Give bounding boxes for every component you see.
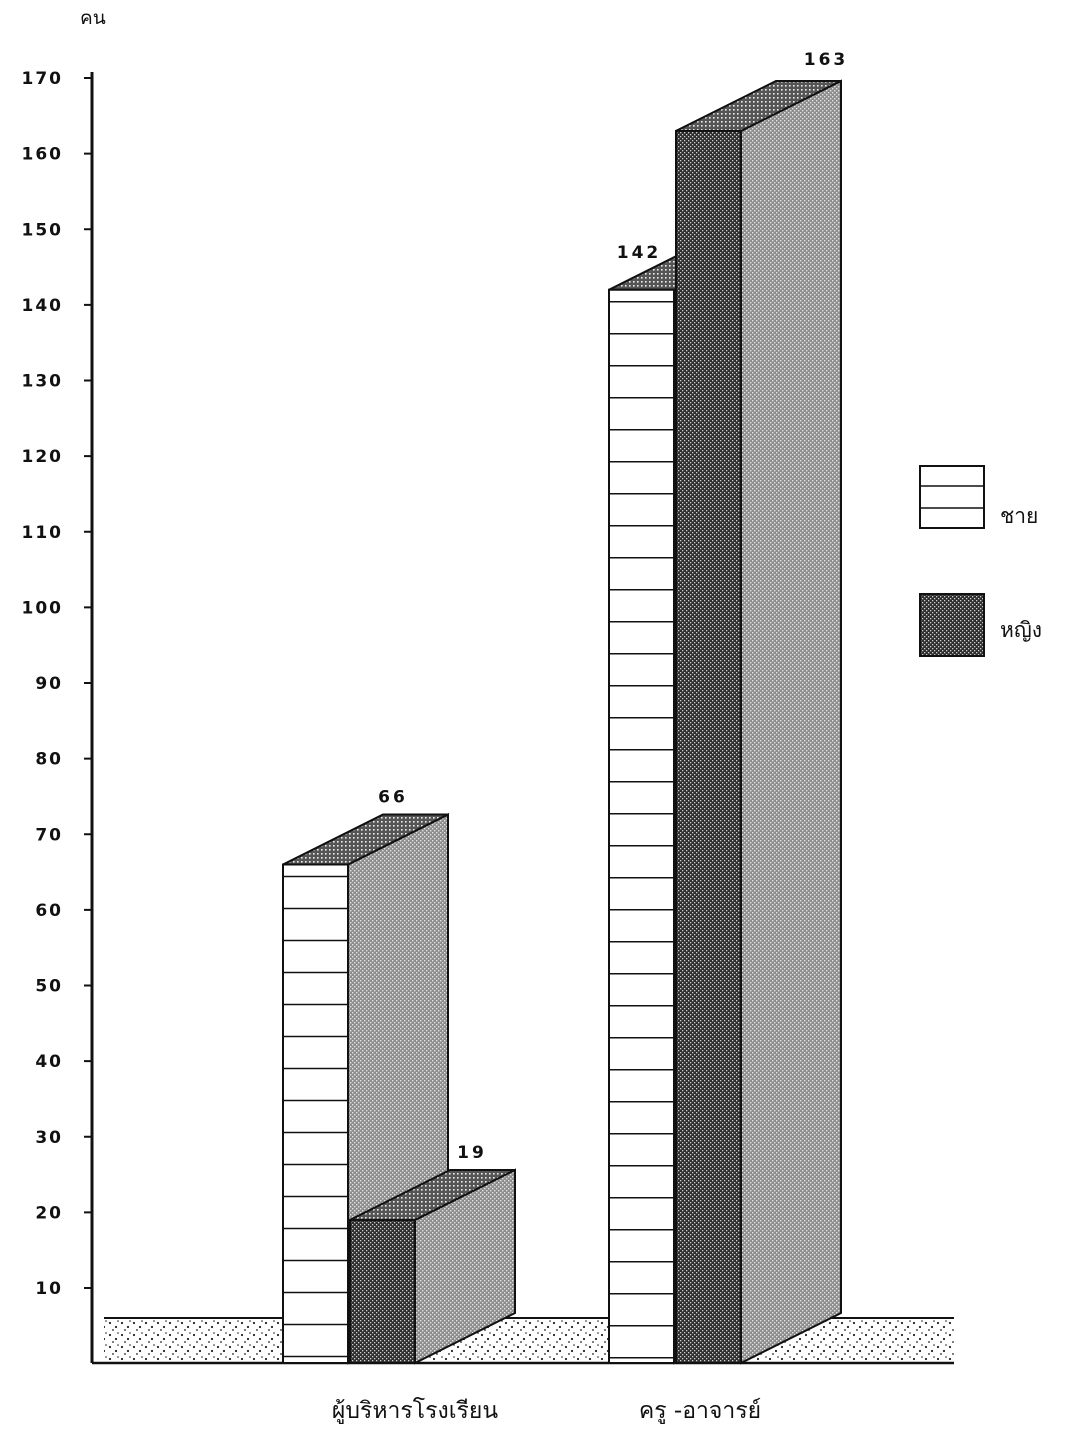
data-label-admin-male: 66 bbox=[378, 788, 408, 808]
y-tick-label: 80 bbox=[35, 750, 63, 770]
y-tick-label: 140 bbox=[22, 296, 64, 316]
floor-band bbox=[104, 1317, 954, 1365]
y-tick-label: 50 bbox=[35, 977, 63, 997]
bar-teacher-female bbox=[675, 79, 842, 1365]
legend-item-male: ชาย bbox=[919, 465, 1038, 529]
category-label-teacher: ครู -อาจารย์ bbox=[639, 1397, 761, 1424]
category-labels: ผู้บริหารโรงเรียน ครู -อาจารย์ bbox=[332, 1397, 761, 1424]
y-tick-label: 40 bbox=[35, 1052, 63, 1072]
legend-item-female: หญิง bbox=[919, 593, 1042, 657]
y-axis-unit-label: คน bbox=[80, 7, 106, 29]
data-labels: 66 19 142 163 bbox=[378, 50, 849, 1163]
data-label-teacher-male: 142 bbox=[617, 243, 662, 263]
y-axis: คน 10 20 30 40 50 60 70 80 90 100 110 120 130 140 150 16… bbox=[22, 7, 106, 1365]
floor-band-fill bbox=[104, 1318, 954, 1363]
data-label-teacher-female: 163 bbox=[804, 50, 849, 70]
bar-teacher-female-side-face bbox=[740, 79, 842, 1365]
y-tick-label: 20 bbox=[35, 1203, 63, 1223]
y-tick-label: 30 bbox=[35, 1128, 63, 1148]
y-tick-label: 70 bbox=[35, 825, 63, 845]
legend-label-female: หญิง bbox=[1000, 618, 1042, 642]
legend-swatch-female bbox=[919, 593, 985, 657]
y-tick-label: 130 bbox=[22, 372, 64, 392]
data-label-admin-female: 19 bbox=[457, 1143, 487, 1163]
category-label-admin: ผู้บริหารโรงเรียน bbox=[332, 1397, 498, 1424]
y-tick-label: 170 bbox=[22, 69, 64, 89]
legend-swatch-male bbox=[919, 465, 985, 529]
y-tick-label: 160 bbox=[22, 145, 64, 165]
y-tick-label: 10 bbox=[35, 1279, 63, 1299]
bar-teacher-female-front-face bbox=[675, 129, 742, 1364]
y-tick-label: 100 bbox=[22, 598, 64, 618]
bar-admin-male bbox=[282, 812, 449, 1365]
bar-admin-female bbox=[349, 1168, 516, 1365]
y-tick-label: 90 bbox=[35, 674, 63, 694]
y-tick-label: 150 bbox=[22, 220, 64, 240]
bar-teacher-male-front-face bbox=[608, 288, 675, 1364]
bars bbox=[282, 79, 842, 1365]
y-tick-label: 120 bbox=[22, 447, 64, 467]
y-tick-label: 60 bbox=[35, 901, 63, 921]
y-tick-label: 110 bbox=[22, 523, 64, 543]
bar-admin-male-front-face bbox=[282, 863, 349, 1364]
legend-label-male: ชาย bbox=[1000, 504, 1038, 528]
bar-admin-female-front-face bbox=[349, 1218, 416, 1364]
